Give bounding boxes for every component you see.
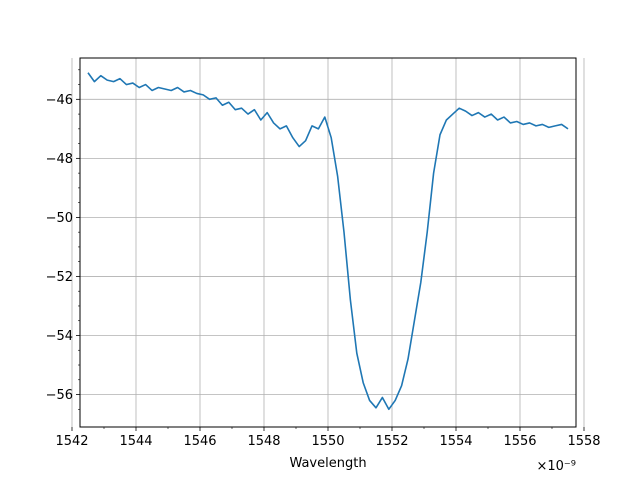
y-tick-label: −54	[46, 329, 73, 344]
y-tick-label: −52	[46, 270, 73, 285]
x-tick-label: 1548	[247, 434, 280, 449]
y-tick-label: −56	[46, 388, 73, 403]
x-tick-label: 1556	[503, 434, 536, 449]
series-line	[87, 72, 569, 411]
y-tick-label: −48	[46, 152, 73, 167]
x-axis-multiplier: ×10⁻⁹	[536, 459, 576, 474]
series-layer	[87, 72, 569, 411]
tick-layer: 1542 1544 1546 1548 1550 1552 1554 1556 1558 −56 −…	[46, 69, 601, 449]
x-tick-label: 1542	[55, 434, 88, 449]
grid	[71, 58, 585, 427]
x-tick-label: 1546	[183, 434, 216, 449]
x-tick-label: 1544	[119, 434, 152, 449]
y-tick-label: −50	[46, 211, 73, 226]
x-tick-label: 1552	[375, 434, 408, 449]
x-tick-label: 1558	[567, 434, 600, 449]
x-axis-label: Wavelength	[289, 456, 366, 471]
x-tick-label: 1550	[311, 434, 344, 449]
y-tick-label: −46	[46, 93, 73, 108]
x-tick-label: 1554	[439, 434, 472, 449]
